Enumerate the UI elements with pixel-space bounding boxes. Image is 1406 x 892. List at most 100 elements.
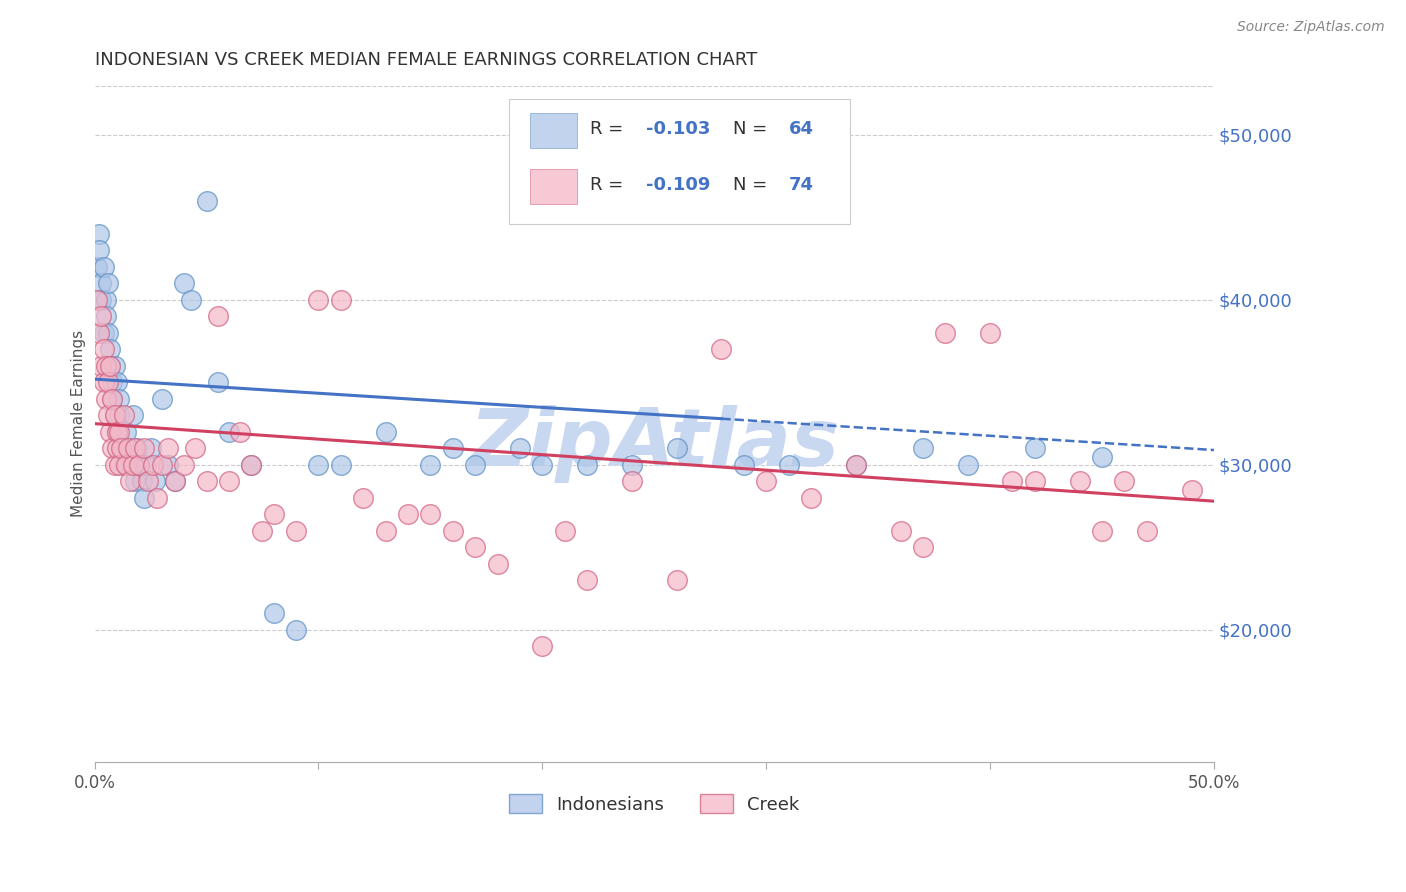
Point <box>1024 475 1046 489</box>
FancyBboxPatch shape <box>509 99 851 224</box>
Point <box>110 442 132 456</box>
Point <box>108 392 131 406</box>
Point <box>105 425 128 439</box>
Point <box>97 376 120 390</box>
Point <box>207 376 229 390</box>
Point <box>90 359 112 373</box>
Point <box>165 475 187 489</box>
Point <box>105 442 128 456</box>
Point <box>218 475 240 489</box>
Point <box>90 310 112 324</box>
Text: 64: 64 <box>789 120 814 138</box>
Point <box>97 326 120 340</box>
Text: -0.109: -0.109 <box>647 176 711 194</box>
Point <box>132 442 155 456</box>
Point <box>93 376 115 390</box>
Point <box>352 491 374 505</box>
Point <box>441 442 464 456</box>
Point <box>97 277 120 291</box>
Point <box>1136 524 1159 538</box>
Point <box>90 293 112 307</box>
Point <box>98 343 121 357</box>
Point <box>98 425 121 439</box>
Point <box>127 442 149 456</box>
Point <box>105 376 128 390</box>
Point <box>104 409 127 423</box>
Point <box>576 458 599 472</box>
Point <box>121 409 143 423</box>
Point <box>464 541 486 555</box>
Point <box>285 524 308 538</box>
Point <box>124 442 146 456</box>
Point <box>121 458 143 472</box>
Point <box>576 574 599 588</box>
Point <box>419 508 441 522</box>
Point <box>509 442 531 456</box>
Point <box>531 640 554 654</box>
Point <box>135 458 157 472</box>
Y-axis label: Median Female Earnings: Median Female Earnings <box>72 330 86 517</box>
Text: R =: R = <box>591 176 630 194</box>
Point <box>800 491 823 505</box>
Point <box>710 343 733 357</box>
Point <box>531 458 554 472</box>
Point <box>1091 450 1114 464</box>
Point <box>124 475 146 489</box>
Point <box>620 475 643 489</box>
Point <box>86 260 108 274</box>
Point <box>112 458 135 472</box>
Point <box>845 458 868 472</box>
Point <box>307 293 329 307</box>
Point <box>87 326 110 340</box>
FancyBboxPatch shape <box>530 113 576 148</box>
Point <box>1114 475 1136 489</box>
Point <box>195 475 218 489</box>
Text: ZipAtlas: ZipAtlas <box>470 405 839 483</box>
Point <box>87 244 110 258</box>
Point <box>441 524 464 538</box>
Point <box>329 293 352 307</box>
Point <box>98 359 121 373</box>
Point <box>90 277 112 291</box>
Text: N =: N = <box>733 120 773 138</box>
Point <box>252 524 274 538</box>
Point <box>207 310 229 324</box>
Point <box>120 475 142 489</box>
Text: -0.103: -0.103 <box>647 120 711 138</box>
Point <box>263 607 285 621</box>
Point <box>307 458 329 472</box>
Point <box>240 458 263 472</box>
Point <box>98 359 121 373</box>
Point <box>117 442 139 456</box>
Point <box>229 425 252 439</box>
Point <box>374 425 396 439</box>
Point <box>173 458 195 472</box>
Point <box>1001 475 1024 489</box>
Point <box>128 458 150 472</box>
Point <box>94 392 117 406</box>
Point <box>733 458 755 472</box>
Point <box>101 376 124 390</box>
Point <box>165 475 187 489</box>
Point <box>911 442 934 456</box>
Point <box>329 458 352 472</box>
Point <box>104 409 127 423</box>
Point <box>755 475 778 489</box>
Point <box>173 277 195 291</box>
Point <box>101 392 124 406</box>
Point <box>150 392 173 406</box>
Point <box>94 359 117 373</box>
Point <box>131 475 153 489</box>
Point <box>1024 442 1046 456</box>
Point <box>195 194 218 208</box>
Point <box>86 293 108 307</box>
Point <box>142 458 165 472</box>
Point <box>979 326 1001 340</box>
Text: INDONESIAN VS CREEK MEDIAN FEMALE EARNINGS CORRELATION CHART: INDONESIAN VS CREEK MEDIAN FEMALE EARNIN… <box>94 51 756 69</box>
Point <box>486 557 509 571</box>
Point <box>285 623 308 637</box>
Point <box>128 458 150 472</box>
Point <box>117 442 139 456</box>
Point <box>157 458 180 472</box>
Point <box>240 458 263 472</box>
